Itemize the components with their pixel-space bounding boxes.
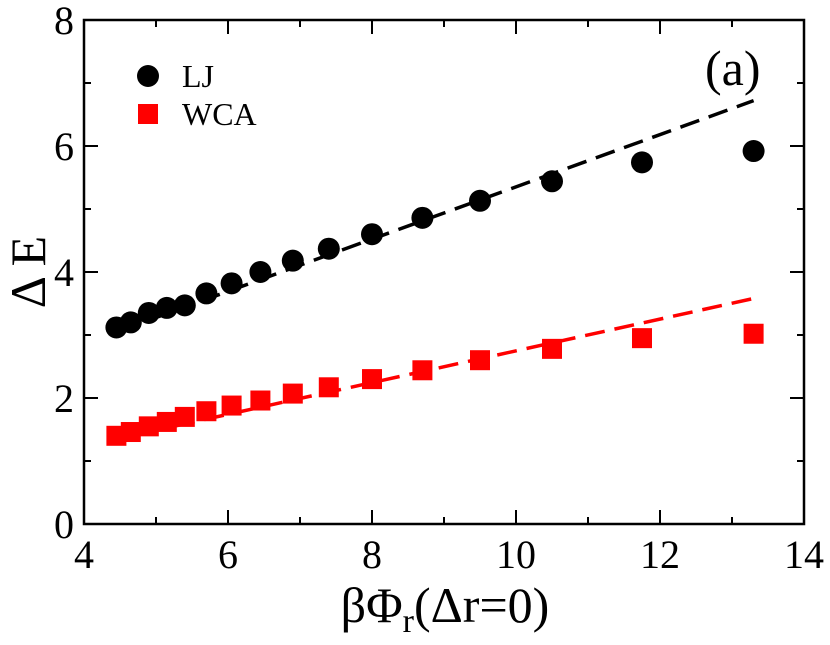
x-tick-label: 8 bbox=[362, 532, 382, 577]
x-axis-label-rest: (Δr=0) bbox=[414, 577, 549, 633]
x-axis-label-main: βΦ bbox=[341, 577, 403, 633]
x-axis-label: βΦr(Δr=0) bbox=[341, 577, 550, 640]
x-tick-label: 12 bbox=[640, 532, 680, 577]
data-point-wca bbox=[542, 338, 562, 359]
data-point-lj bbox=[742, 140, 765, 163]
data-point-wca bbox=[412, 360, 433, 381]
data-point-wca bbox=[282, 383, 303, 404]
data-point-lj bbox=[541, 170, 563, 193]
legend-marker-wca bbox=[138, 104, 158, 124]
data-point-lj bbox=[155, 296, 178, 319]
fit-lines bbox=[115, 98, 755, 441]
y-tick-label: 4 bbox=[54, 250, 74, 295]
data-point-lj bbox=[249, 261, 272, 283]
data-point-lj bbox=[411, 206, 434, 229]
data-point-lj bbox=[317, 237, 340, 260]
panel-label: (a) bbox=[705, 40, 761, 96]
x-axis-label-sub: r bbox=[403, 603, 415, 640]
data-point-wca bbox=[174, 406, 195, 427]
data-point-wca bbox=[156, 411, 177, 432]
data-point-lj bbox=[173, 294, 196, 317]
legend-marker-lj bbox=[137, 65, 159, 87]
data-point-lj bbox=[469, 189, 491, 212]
data-point-wca bbox=[362, 369, 382, 390]
data-point-lj bbox=[119, 311, 142, 334]
data-point-wca bbox=[221, 395, 242, 416]
data-point-lj bbox=[195, 282, 218, 305]
x-tick-label: 10 bbox=[496, 532, 536, 577]
data-point-wca bbox=[318, 377, 339, 398]
data-point-wca bbox=[138, 416, 159, 437]
data-point-wca bbox=[120, 422, 141, 443]
y-axis-label: Δ E bbox=[0, 236, 56, 308]
x-tick-label: 4 bbox=[74, 532, 94, 577]
data-point-wca bbox=[632, 328, 652, 349]
data-point-wca bbox=[250, 390, 271, 411]
plot-frame bbox=[82, 18, 806, 526]
data-point-wca bbox=[196, 401, 217, 422]
fit-line-lj bbox=[115, 98, 755, 334]
data-point-lj bbox=[137, 301, 160, 324]
legend-label-lj: LJ bbox=[182, 58, 214, 94]
y-tick-label: 6 bbox=[54, 124, 74, 169]
y-tick-label: 8 bbox=[54, 0, 74, 43]
y-tick-label: 2 bbox=[54, 376, 74, 421]
data-point-wca bbox=[470, 350, 490, 371]
legend-label-wca: WCA bbox=[182, 96, 257, 132]
data-point-lj bbox=[361, 223, 383, 246]
data-point-lj bbox=[281, 249, 304, 272]
data-markers bbox=[105, 140, 765, 446]
y-tick-label: 0 bbox=[54, 502, 74, 547]
x-tick-label: 14 bbox=[784, 532, 824, 577]
data-point-wca bbox=[743, 323, 764, 344]
x-tick-label: 6 bbox=[218, 532, 238, 577]
data-point-lj bbox=[631, 151, 653, 174]
data-point-lj bbox=[220, 272, 243, 295]
tick-labels: 4 6 8 10 12 14 0 2 4 6 8 bbox=[54, 0, 824, 577]
